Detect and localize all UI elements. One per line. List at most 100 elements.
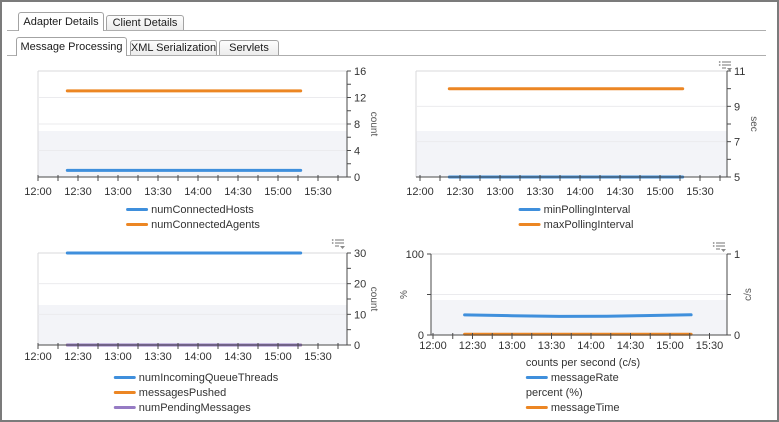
chart-message-rate-and-time: 12:00 12:30 13:00 13:30 14:00 14:30 15:00 15:30…: [399, 242, 754, 352]
y-axis-title: count: [368, 287, 379, 312]
plot-band: [416, 131, 727, 177]
x-tick-label: 13:30: [144, 186, 172, 198]
y-tick-label: 0: [354, 340, 360, 352]
chart-legend: numConnectedHosts numConnectedAgents: [126, 202, 260, 232]
tab-label: Message Processing: [20, 41, 123, 53]
legend-item: messagesPushed: [113, 385, 227, 400]
x-tick-label: 15:30: [686, 186, 714, 198]
y-axis-title: %: [399, 290, 410, 299]
legend-swatch-purple: [113, 406, 136, 409]
y-tick-label: 0: [354, 172, 360, 184]
legend-label: numConnectedHosts: [151, 203, 254, 216]
y-tick-label: 1: [734, 249, 740, 261]
y-axis-title: sec: [748, 116, 759, 132]
tab-adapter-details[interactable]: Adapter Details: [18, 12, 104, 31]
outer-tabstrip-baseline: [7, 30, 766, 31]
x-tick-label: 15:00: [646, 186, 674, 198]
legend-label: messagesPushed: [138, 386, 227, 399]
tab-message-processing[interactable]: Message Processing: [16, 37, 127, 56]
y-tick-label: 7: [734, 137, 740, 149]
y-tick-label: 9: [734, 101, 740, 113]
x-tick-label: 12:00: [24, 186, 52, 198]
legend-item: maxPollingInterval: [518, 217, 634, 232]
x-tick-label: 13:00: [498, 340, 526, 352]
chart-legend: minPollingInterval maxPollingInterval: [518, 202, 634, 232]
y-tick-label: 30: [354, 248, 366, 260]
legend-item: numConnectedAgents: [126, 217, 260, 232]
x-tick-label: 14:30: [224, 351, 252, 363]
chart-menu-icon[interactable]: [331, 239, 345, 249]
x-tick-label: 12:30: [446, 186, 474, 198]
legend-swatch-blue: [113, 376, 136, 379]
y-axis-right: 5 7 9 11 sec: [726, 66, 759, 184]
y-tick-label: 5: [734, 172, 740, 184]
chart-queue-threads-messages: 12:00 12:30 13:00 13:30 14:00 14:30 15:00 15:30…: [24, 239, 379, 363]
x-tick-label: 14:00: [577, 340, 605, 352]
legend-label: numPendingMessages: [138, 401, 251, 414]
x-tick-label: 12:30: [64, 186, 92, 198]
legend-label: maxPollingInterval: [543, 218, 634, 231]
tab-servlets[interactable]: Servlets: [219, 40, 279, 55]
x-axis: 12:00 12:30 13:00 13:30 14:00 14:30 15:00 15:30: [24, 175, 347, 198]
y-axis-left: 0 100%: [399, 249, 432, 342]
y-axis-title: count: [368, 112, 379, 137]
x-tick-label: 15:30: [304, 186, 332, 198]
legend-group-header: counts per second (c/s): [525, 356, 641, 369]
chart-legend: counts per second (c/s) messageRate percen…: [525, 355, 641, 415]
tab-label: Servlets: [229, 42, 269, 54]
x-axis: 12:00 12:30 13:00 13:30 14:00 14:30 15:00 15:30: [419, 333, 727, 352]
x-tick-label: 13:30: [526, 186, 554, 198]
x-tick-label: 12:00: [24, 351, 52, 363]
x-axis: 12:00 12:30 13:00 13:30 14:00 14:30 15:00 15:30: [24, 343, 347, 363]
legend-label: messageTime: [550, 401, 620, 414]
y-tick-label: 12: [354, 93, 366, 105]
x-tick-label: 15:00: [264, 186, 292, 198]
tab-xml-serialization[interactable]: XML Serialization: [130, 40, 217, 55]
x-tick-label: 15:30: [304, 351, 332, 363]
legend-group-header: percent (%): [525, 386, 583, 399]
chart-menu-icon[interactable]: [712, 242, 726, 252]
y-tick-label: 20: [354, 279, 366, 291]
x-tick-label: 14:30: [606, 186, 634, 198]
x-axis: 12:00 12:30 13:00 13:30 14:00 14:30 15:00 15:30: [406, 175, 727, 198]
legend-label: numConnectedAgents: [151, 218, 260, 231]
x-tick-label: 13:30: [144, 351, 172, 363]
x-tick-label: 12:00: [419, 340, 447, 352]
chart-menu-icon[interactable]: [718, 61, 732, 71]
tab-label: XML Serialization: [130, 42, 217, 54]
y-tick-label: 0: [734, 330, 740, 342]
legend-label: messageRate: [550, 371, 619, 384]
x-tick-label: 15:30: [696, 340, 724, 352]
y-axis-right: 0 1 c/s: [726, 249, 754, 342]
legend-item: minPollingInterval: [518, 202, 630, 217]
legend-swatch-orange: [126, 223, 149, 226]
x-tick-label: 12:00: [406, 186, 434, 198]
legend-swatch-blue: [525, 376, 548, 379]
y-axis-title: c/s: [743, 288, 754, 301]
x-tick-label: 14:00: [184, 186, 212, 198]
legend-item: messageRate: [525, 370, 619, 385]
x-tick-label: 12:30: [459, 340, 487, 352]
series-line-messageRate: [463, 313, 693, 318]
tab-client-details[interactable]: Client Details: [106, 15, 184, 30]
chart-polling-interval: 12:00 12:30 13:00 13:30 14:00 14:30 15:00 15:30…: [406, 61, 759, 198]
legend-swatch-orange: [113, 391, 136, 394]
plot-band: [38, 305, 347, 345]
tab-label: Adapter Details: [23, 16, 99, 28]
x-tick-label: 14:00: [184, 351, 212, 363]
legend-swatch-blue: [126, 208, 149, 211]
y-tick-label: 4: [354, 146, 360, 158]
tab-label: Client Details: [112, 17, 178, 29]
legend-swatch-orange: [525, 406, 548, 409]
legend-item: numIncomingQueueThreads: [113, 370, 278, 385]
y-tick-label: 10: [354, 309, 366, 321]
chart-connected-hosts-agents: 12:00 12:30 13:00 13:30 14:00 14:30 15:00 15:30…: [24, 66, 379, 198]
y-tick-label: 0: [418, 330, 424, 342]
x-tick-label: 13:00: [104, 351, 132, 363]
x-tick-label: 13:00: [104, 186, 132, 198]
legend-item: numPendingMessages: [113, 400, 251, 415]
x-tick-label: 14:30: [617, 340, 645, 352]
